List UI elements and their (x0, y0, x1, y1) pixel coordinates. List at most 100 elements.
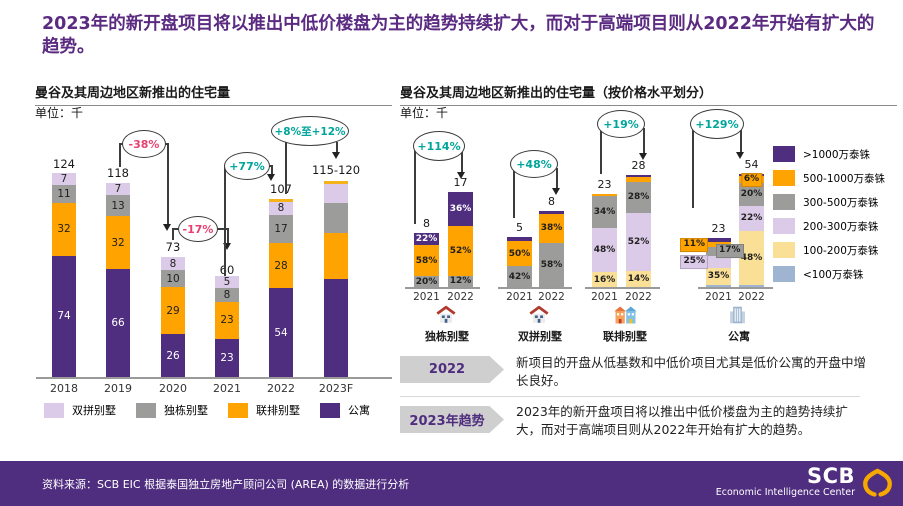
segment-value-label: 29 (166, 304, 180, 317)
annotation-connector (215, 228, 227, 230)
notes-divider (400, 396, 860, 397)
legend-label: 独栋别墅 (164, 404, 208, 417)
x-axis-label-2021: 2021 (213, 382, 241, 395)
legend-item: <100万泰铢 (773, 266, 885, 282)
legend-swatch (228, 402, 248, 418)
gold-cap (269, 198, 293, 202)
bar-total-label: 23 (711, 222, 726, 235)
legend-swatch (773, 266, 795, 282)
note-text-2022: 新项目的开盘从低基数和中低价项目尤其是低价公寓的开盘中增长良好。 (516, 355, 867, 388)
bar-segment-p_lt100 (739, 284, 764, 287)
year-label-2021: 2021 (413, 291, 440, 303)
annotation-connector (600, 128, 602, 174)
bar-segment-公寓: 26 (161, 334, 185, 377)
bar-segment-双拼别墅 (324, 183, 348, 204)
annotation-connector (285, 142, 287, 194)
bar-segment-p300_500: 42% (507, 266, 532, 287)
segment-pct-label: 34% (593, 206, 616, 217)
annotation-connector (167, 143, 169, 224)
annotation-connector (556, 168, 558, 188)
legend-label: 公寓 (348, 404, 370, 417)
segment-pct-label: 16% (593, 274, 616, 285)
bar-segment-p200_300: 22% (739, 205, 764, 231)
legend-swatch (773, 218, 795, 234)
segment-pct-label: 12% (449, 276, 472, 287)
annotation-connector (119, 143, 121, 167)
segment-value-label: 10 (166, 272, 180, 285)
annotation-connector (172, 228, 174, 240)
note-badge-2022-label: 2022 (428, 362, 466, 377)
stacked-bar-2023F (324, 180, 348, 377)
bar-segment-联排别墅: 32 (106, 216, 130, 269)
bar-total-label: 54 (744, 158, 759, 171)
legend-item: 300-500万泰铢 (773, 194, 885, 210)
bar-segment-独栋别墅: 13 (106, 194, 130, 217)
brand-subtitle: Economic Intelligence Center (715, 487, 855, 499)
bar-segment-p100_200: 35% (706, 267, 731, 286)
annotation-bubble: +8%至+12% (271, 116, 349, 146)
segment-pct-label: 38% (540, 223, 563, 234)
segment-value-label: 26 (166, 349, 180, 362)
bar-segment-联排别墅: 23 (215, 301, 239, 340)
annotation-connector (513, 168, 515, 218)
annotation-bubble: -17% (178, 216, 218, 242)
scb-logo-icon (860, 466, 895, 505)
segment-value-label: 8 (169, 257, 177, 270)
bar-segment-p500_1000 (592, 194, 617, 196)
x-axis-label-2019: 2019 (104, 382, 132, 395)
bar-total-label: 5 (516, 221, 523, 234)
legend-label: 300-500万泰铢 (803, 196, 879, 209)
annotation-connector (643, 128, 645, 153)
segment-value-label: 74 (57, 310, 71, 323)
legend-label: 100-200万泰铢 (803, 244, 879, 257)
bar-segment-p1000: 22% (414, 233, 439, 245)
note-badge-2023-label: 2023年趋势 (409, 414, 485, 429)
year-label-2021: 2021 (705, 291, 732, 303)
segment-value-label: 7 (114, 182, 122, 195)
x-axis-label-2020: 2020 (159, 382, 187, 395)
bar-total-label: 17 (453, 176, 468, 189)
segment-pct-label: 58% (540, 259, 563, 270)
bar-total-label: 8 (548, 195, 555, 208)
bar-segment-p200_300: 25% (680, 254, 731, 269)
segment-pct-label: 52% (627, 237, 650, 248)
bar-total-label: 28 (631, 159, 646, 172)
annotation-arrowhead (457, 172, 465, 179)
annotation-connector (740, 129, 742, 152)
bar-segment-p1000 (626, 175, 651, 178)
note-badge-2022: 2022 (400, 356, 504, 383)
pct-bar-双拼别墅-2021: 42% 50% (507, 237, 532, 287)
group-x-axis-公寓 (698, 287, 773, 289)
bar-segment-双拼别墅: 7 (106, 182, 130, 195)
segment-value-label: 8 (223, 289, 231, 301)
segment-value-label: 13 (111, 199, 125, 212)
bar-total-label: 115-120 (311, 163, 361, 177)
segment-value-label: 17 (274, 222, 288, 235)
bar-segment-双拼别墅: 7 (52, 173, 76, 186)
annotation-arrowhead (163, 224, 171, 231)
year-label-2022: 2022 (538, 291, 565, 303)
stacked-bar-2019: 66 32 13 7 (106, 182, 130, 377)
bar-segment-独栋别墅: 17 (269, 214, 293, 243)
segment-pct-label: 14% (627, 274, 650, 285)
bar-segment-独栋别墅: 8 (215, 288, 239, 302)
legend-item: 双拼别墅 (44, 402, 116, 418)
legend-item: 独栋别墅 (136, 402, 208, 418)
bar-segment-p300_500: 20% (414, 276, 439, 287)
pct-bar-公寓-2022: 48% 22% 20% 6% (739, 172, 764, 287)
annotation-bubble: -38% (122, 130, 166, 158)
bar-total-label: 23 (597, 178, 612, 191)
pct-bar-公寓-2021: 35% 25% 17% 11% (680, 237, 744, 287)
bar-segment-联排别墅: 32 (52, 203, 76, 256)
bar-segment-p1000 (507, 237, 532, 241)
legend-label: 200-300万泰铢 (803, 220, 879, 233)
bar-total-label: 73 (165, 240, 181, 254)
brand-block: SCB Economic Intelligence Center (716, 465, 855, 498)
category-label-联排别墅: 联排别墅 (603, 330, 647, 343)
left-chart-x-axis (36, 377, 392, 379)
legend-label: <100万泰铢 (803, 268, 864, 281)
annotation-arrowhead (267, 174, 275, 181)
bar-segment-公寓: 74 (52, 255, 76, 377)
segment-pct-label: 52% (449, 245, 472, 256)
